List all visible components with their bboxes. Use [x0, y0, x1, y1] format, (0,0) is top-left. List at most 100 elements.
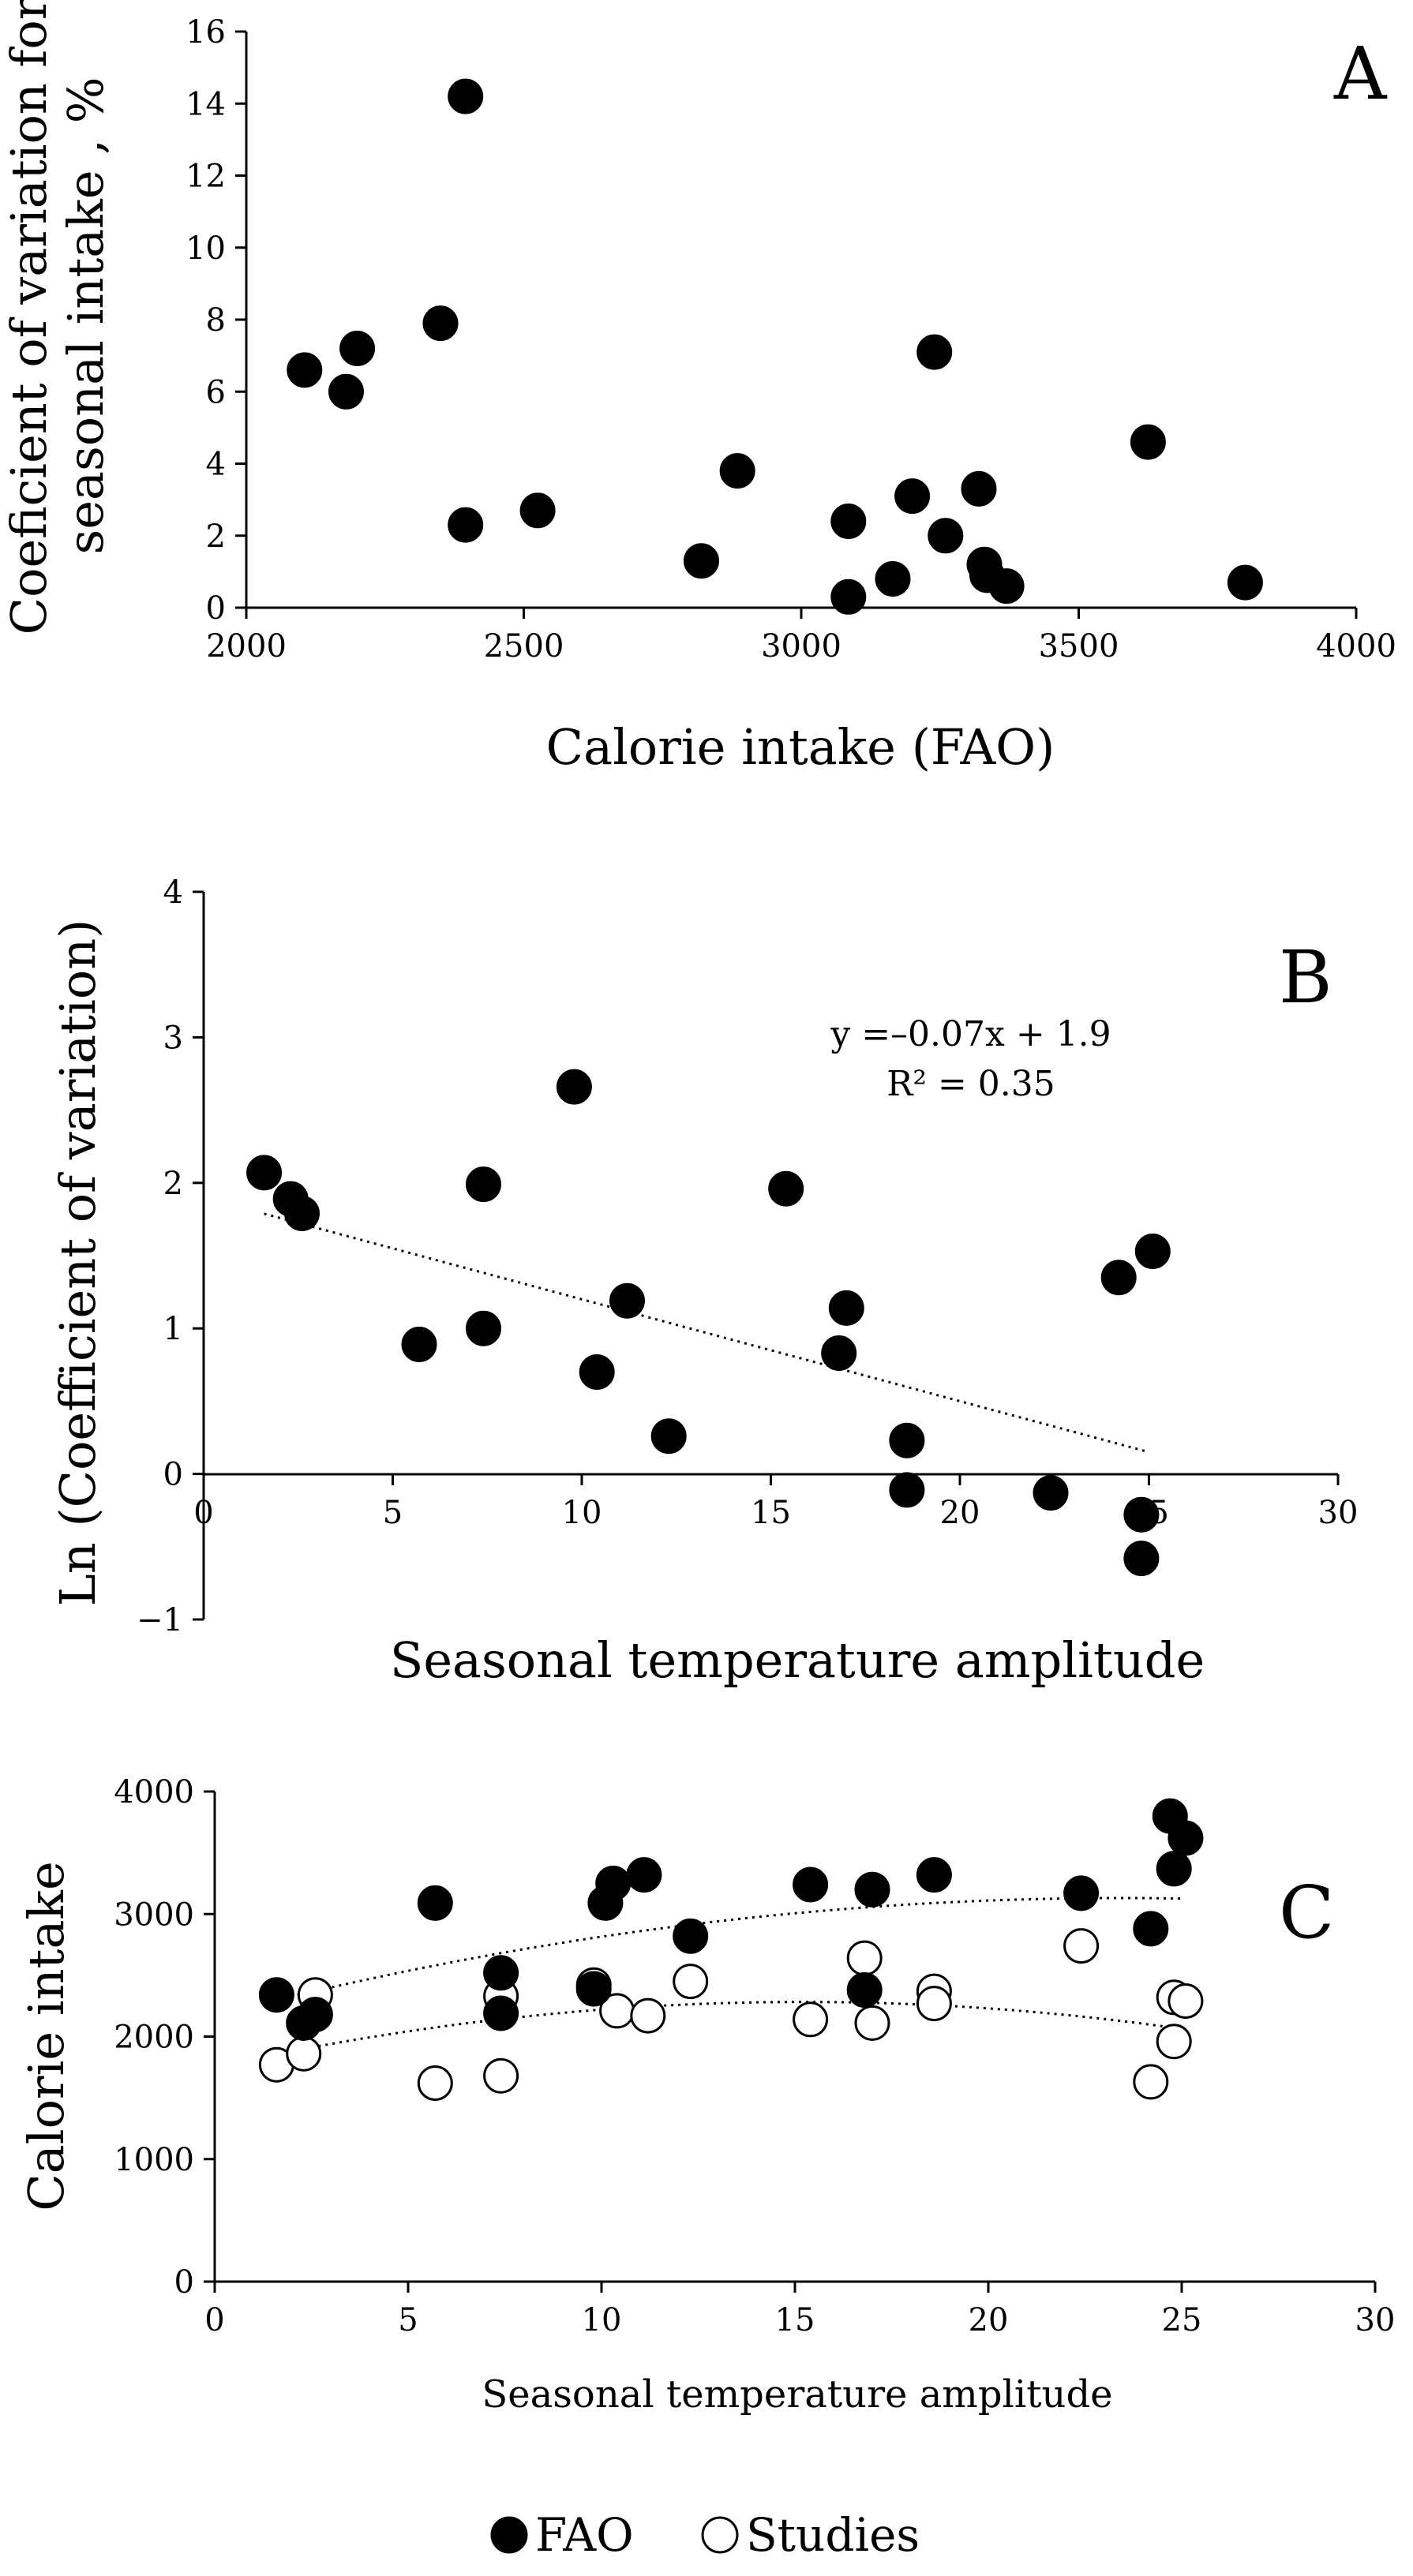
x-tick-label: 5 — [383, 1495, 403, 1531]
data-point-fao — [988, 568, 1025, 605]
data-point-fao — [448, 507, 484, 543]
y-tick-label: 2 — [163, 1166, 183, 1202]
panel-a-ticks: 2000 2500 3000 3500 4000 0 2 4 6 8 10 12 14 16 — [186, 14, 1396, 665]
y-tick-label: 8 — [206, 302, 226, 339]
data-point-fao — [854, 1871, 890, 1908]
data-point-fao — [626, 1857, 662, 1893]
data-point-fao — [846, 1972, 883, 2008]
data-point-fao — [417, 1885, 453, 1921]
x-tick-label: 10 — [582, 2302, 622, 2338]
data-point-fao — [1100, 1260, 1137, 1296]
panel-b-equation: y =–0.07x + 1.9 — [830, 1014, 1111, 1054]
data-point-fao — [768, 1170, 804, 1207]
y-tick-label: 14 — [186, 86, 226, 122]
data-point-fao — [579, 1354, 615, 1390]
data-point-studies — [854, 2005, 890, 2041]
x-tick-label: 30 — [1355, 2302, 1396, 2338]
x-tick-label: 10 — [562, 1495, 602, 1531]
data-point-fao — [916, 334, 953, 370]
data-point-fao — [673, 1918, 709, 1954]
y-tick-label: 4 — [206, 447, 226, 483]
y-tick-label: 6 — [206, 374, 226, 410]
data-point-fao — [595, 1865, 632, 1901]
x-tick-label: 0 — [204, 2302, 224, 2338]
y-tick-label: 2000 — [114, 2020, 194, 2056]
panel-b-trendline — [264, 1212, 1149, 1454]
x-tick-label: 5 — [398, 2302, 418, 2338]
data-point-fao — [821, 1335, 857, 1371]
trend-curve-studies — [276, 2001, 1182, 2056]
data-point-fao — [519, 492, 556, 529]
data-point-studies — [846, 1940, 883, 1976]
panel-b-r2: R² = 0.35 — [886, 1064, 1055, 1104]
panel-c-ylabel: Calorie intake — [17, 1861, 75, 2211]
data-point-studies — [417, 2065, 453, 2101]
data-point-fao — [793, 1866, 829, 1903]
panel-a-letter: A — [1333, 32, 1388, 116]
data-point-studies — [630, 1998, 666, 2034]
trendline — [264, 1212, 1149, 1454]
data-point-studies — [483, 2057, 519, 2094]
data-point-fao — [556, 1069, 592, 1105]
data-point-fao — [401, 1327, 437, 1362]
data-point-fao — [1156, 1851, 1192, 1887]
x-tick-label: 25 — [1162, 2302, 1202, 2338]
panel-a-ylabel-line-2: seasonal intake , % — [57, 77, 114, 555]
panel-c-xlabel: Seasonal temperature amplitude — [482, 2372, 1112, 2417]
data-point-fao — [483, 1955, 519, 1991]
data-point-fao — [1227, 564, 1263, 601]
y-tick-label: 1000 — [114, 2142, 194, 2178]
panel-a-xlabel: Calorie intake (FAO) — [546, 718, 1055, 776]
panel-c: 0 5 10 15 20 25 30 0 1000 2000 3000 4000 C Seasonal… — [17, 1774, 1395, 2417]
panel-c-trendlines — [276, 1896, 1182, 2056]
legend-fao-label: FAO — [535, 2508, 634, 2562]
data-point-fao — [830, 578, 867, 615]
data-point-fao — [258, 1977, 294, 2013]
legend: FAO Studies — [490, 2508, 920, 2562]
data-point-fao — [339, 331, 376, 366]
data-point-fao — [483, 1995, 519, 2031]
data-point-fao — [1134, 1234, 1171, 1269]
y-tick-label: 2 — [206, 519, 226, 555]
data-point-studies — [793, 2001, 829, 2038]
x-tick-label: 30 — [1318, 1495, 1359, 1531]
data-point-fao — [1123, 1541, 1160, 1577]
panel-c-letter: C — [1279, 1870, 1334, 1955]
panel-a-points — [287, 78, 1263, 615]
data-point-fao — [328, 373, 364, 410]
panel-b-xlabel: Seasonal temperature amplitude — [390, 1631, 1205, 1689]
panel-c-ticks: 0 5 10 15 20 25 30 0 1000 2000 3000 4000 — [114, 1774, 1395, 2338]
data-point-fao — [1033, 1475, 1069, 1511]
data-point-fao — [889, 1422, 925, 1458]
data-point-fao — [889, 1472, 925, 1508]
data-point-fao — [650, 1418, 687, 1455]
y-tick-label: 3000 — [114, 1896, 194, 1933]
y-tick-label: 10 — [186, 230, 226, 267]
y-tick-label: 16 — [186, 14, 226, 51]
data-point-fao — [1123, 1496, 1160, 1533]
data-point-fao — [297, 1997, 333, 2033]
data-point-fao — [287, 352, 323, 388]
panel-b-ylabel: Ln (Coefficient of variation) — [49, 919, 107, 1607]
data-point-fao — [719, 453, 755, 489]
data-point-studies — [1168, 1983, 1204, 2019]
data-point-fao — [609, 1282, 645, 1319]
data-point-fao — [466, 1310, 501, 1346]
trend-curve-fao — [276, 1896, 1182, 2001]
x-tick-label: 15 — [751, 1495, 791, 1531]
data-point-fao — [1168, 1820, 1204, 1856]
data-point-fao — [422, 305, 459, 342]
data-point-studies — [1156, 2024, 1192, 2060]
data-point-fao — [875, 561, 911, 597]
panel-c-points — [258, 1798, 1204, 2101]
data-point-fao — [284, 1196, 320, 1231]
legend-studies-marker — [701, 2516, 739, 2554]
y-tick-label: 1 — [163, 1311, 183, 1347]
y-tick-label: 4000 — [114, 1774, 194, 1810]
x-tick-label: 0 — [193, 1495, 213, 1531]
legend-fao-marker — [490, 2516, 528, 2554]
y-tick-label: 4 — [163, 874, 183, 911]
